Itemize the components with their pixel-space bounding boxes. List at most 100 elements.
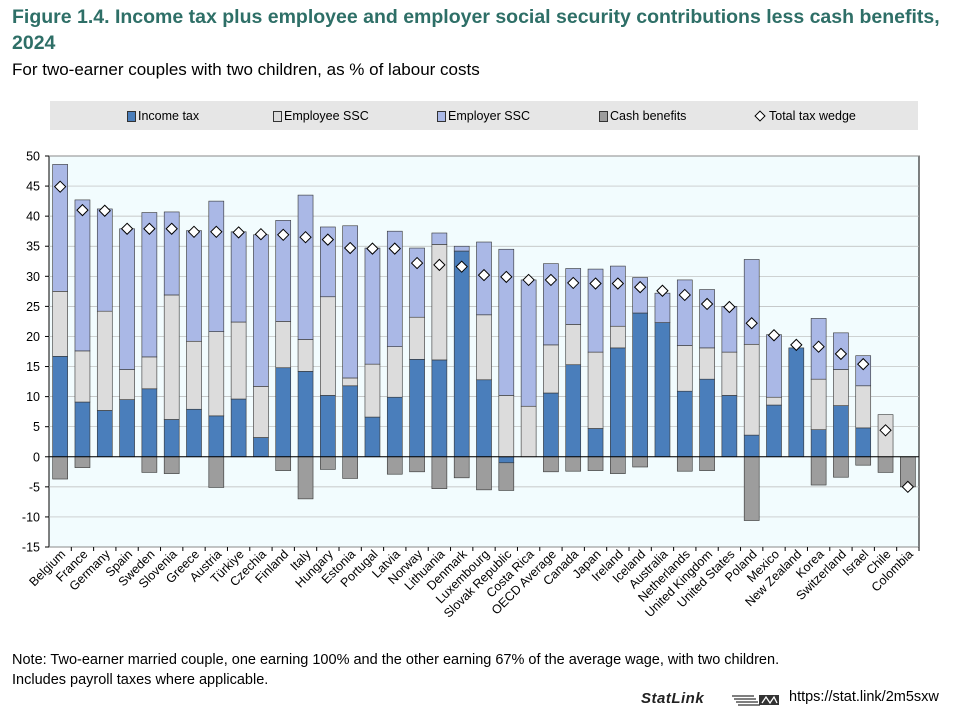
bar-employee-ssc [409, 316, 425, 360]
total-tax-wedge-marker [187, 225, 201, 239]
stacked-bar-chart: -15-10-505101520253035404550BelgiumFranc… [22, 150, 920, 621]
total-tax-wedge-marker [678, 288, 691, 302]
legend-label-employee-ssc: Employee SSC [284, 109, 369, 123]
bar-employer-ssc [253, 234, 269, 387]
legend-label-employer-ssc: Employer SSC [448, 109, 530, 123]
y-tick-label: 0 [33, 450, 40, 464]
bar-employer-ssc [186, 230, 202, 342]
bar-employee-ssc [52, 291, 68, 357]
total-tax-wedge-marker [611, 277, 625, 290]
bar-income-tax [386, 396, 403, 458]
bar-cash-benefits [141, 456, 158, 473]
bar-employee-ssc [119, 369, 135, 400]
total-tax-wedge-marker [857, 357, 870, 371]
total-tax-wedge-marker [723, 300, 736, 314]
y-tick-label: 25 [26, 300, 40, 314]
bar-employee-ssc [699, 347, 715, 380]
bar-income-tax [275, 367, 292, 458]
bar-cash-benefits [342, 456, 358, 479]
statlink-url-link[interactable]: https://stat.link/2m5sxw [789, 689, 939, 705]
y-tick-label: 5 [33, 420, 40, 434]
bar-employee-ssc [520, 405, 537, 458]
total-tax-wedge-marker [901, 480, 915, 494]
bar-employer-ssc [453, 245, 470, 252]
bar-cash-benefits [320, 456, 336, 470]
bar-income-tax [141, 388, 158, 458]
bar-income-tax [453, 250, 470, 458]
bar-income-tax [253, 437, 269, 458]
total-tax-wedge-marker [767, 329, 781, 342]
bar-income-tax [476, 379, 492, 458]
total-tax-wedge-marker [812, 340, 825, 353]
bar-cash-benefits [676, 456, 693, 472]
total-tax-wedge-marker [366, 242, 379, 255]
total-tax-wedge-marker [656, 284, 669, 297]
bar-employer-ssc [520, 279, 537, 407]
bar-income-tax [721, 395, 738, 458]
bar-employer-ssc [431, 232, 448, 245]
bar-employer-ssc [208, 200, 225, 332]
bar-employee-ssc [810, 378, 827, 430]
legend-label-cash-benefits: Cash benefits [610, 109, 687, 123]
bar-cash-benefits [409, 456, 425, 473]
bar-income-tax [632, 312, 648, 458]
bar-employee-ssc [587, 351, 604, 429]
bar-cash-benefits [431, 456, 448, 489]
bar-income-tax [431, 359, 448, 458]
y-tick-label: 15 [26, 360, 40, 374]
note-line-1: Note: Two-earner married couple, one ear… [12, 652, 780, 668]
statlink-label: StatLink [641, 690, 705, 707]
y-tick-label: 50 [26, 150, 40, 164]
bar-cash-benefits [632, 456, 648, 468]
bar-income-tax [297, 371, 314, 458]
total-tax-wedge-marker [544, 273, 558, 287]
bar-employer-ssc [320, 226, 336, 298]
bar-income-tax [96, 410, 113, 458]
bar-employer-ssc [96, 208, 113, 312]
bar-cash-benefits [453, 456, 470, 479]
legend-diamond-total [754, 110, 766, 122]
bar-income-tax [654, 322, 671, 458]
bar-income-tax [788, 347, 805, 458]
bar-employee-ssc [833, 369, 849, 406]
total-tax-wedge-marker [143, 222, 156, 235]
total-tax-wedge-marker [232, 226, 245, 239]
bar-employee-ssc [275, 321, 292, 369]
chart-note: Note: Two-earner married couple, one ear… [12, 650, 779, 690]
bar-employer-ssc [119, 228, 135, 370]
total-tax-wedge-marker [589, 277, 602, 290]
bar-employee-ssc [610, 325, 626, 349]
total-tax-wedge-marker [343, 241, 357, 255]
bar-cash-benefits [743, 456, 760, 521]
bar-employee-ssc [498, 395, 515, 458]
bar-employer-ssc [543, 263, 559, 346]
bar-employee-ssc [208, 331, 225, 417]
legend-label-income-tax: Income tax [138, 109, 200, 123]
bar-employer-ssc [342, 225, 358, 379]
bar-cash-benefits [476, 456, 492, 491]
bar-income-tax [543, 392, 559, 458]
total-tax-wedge-marker [299, 231, 312, 244]
bar-employer-ssc [163, 211, 180, 296]
bar-employer-ssc [141, 212, 158, 358]
figure-subtitle: For two-earner couples with two children… [12, 60, 480, 79]
bar-cash-benefits [74, 456, 91, 468]
bar-employer-ssc [230, 231, 247, 323]
bar-income-tax [498, 456, 515, 464]
bar-cash-benefits [565, 456, 582, 472]
bar-cash-benefits [587, 456, 604, 471]
figure-title: Figure 1.4. Income tax plus employee and… [12, 6, 940, 54]
total-tax-wedge-marker [700, 297, 714, 311]
bar-income-tax [699, 378, 715, 458]
bar-employee-ssc [141, 356, 158, 390]
bar-employee-ssc [565, 324, 582, 366]
bar-income-tax [320, 395, 336, 458]
total-tax-wedge-marker [477, 268, 491, 282]
bar-income-tax [186, 408, 202, 458]
y-tick-label: -5 [29, 480, 40, 494]
total-tax-wedge-marker [120, 222, 134, 235]
bar-employee-ssc [721, 351, 738, 396]
bar-employee-ssc [96, 310, 113, 411]
bar-employee-ssc [476, 314, 492, 381]
note-line-2: Includes payroll taxes where applicable. [12, 672, 269, 688]
